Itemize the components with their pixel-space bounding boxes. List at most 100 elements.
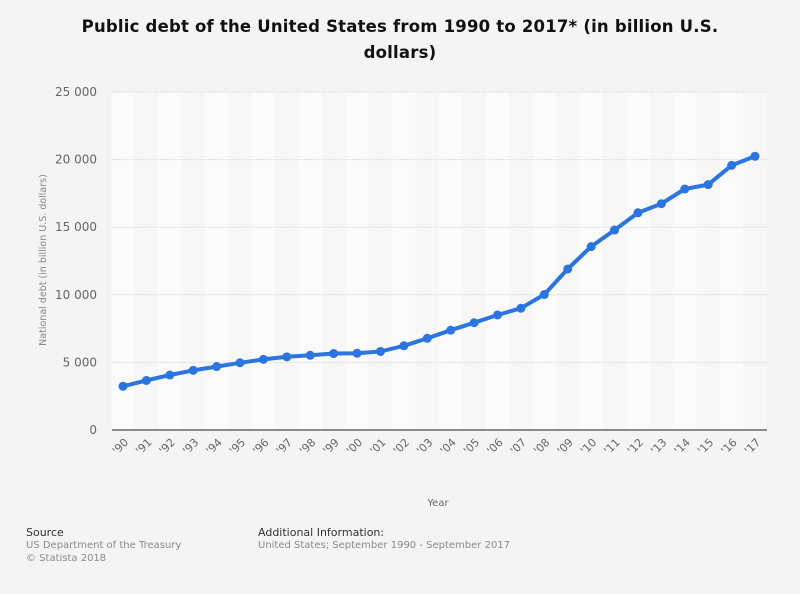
x-axis-title: Year [426, 498, 449, 509]
column-band [485, 92, 510, 430]
x-tick-label: '16 [719, 436, 740, 457]
column-band [134, 92, 159, 430]
x-tick-label: '03 [414, 436, 435, 457]
column-band [181, 92, 205, 430]
x-tick-label: '98 [297, 436, 318, 457]
x-tick-label: '90 [110, 436, 131, 457]
column-band [673, 92, 697, 430]
column-band [111, 92, 135, 430]
y-axis-title: National debt (in billion U.S. dollars) [38, 174, 49, 346]
data-point[interactable] [305, 350, 315, 360]
y-tick-label: 20 000 [55, 153, 97, 167]
column-band [228, 92, 252, 430]
data-point[interactable] [633, 208, 643, 218]
data-point[interactable] [212, 362, 222, 372]
source-text[interactable]: US Department of the Treasury [26, 540, 182, 551]
source-label: Source [26, 526, 64, 539]
data-point[interactable] [516, 303, 526, 313]
data-point[interactable] [282, 352, 292, 362]
column-band [626, 92, 650, 430]
data-point[interactable] [586, 242, 596, 252]
chart-title: Public debt of the United States from 19… [40, 14, 760, 66]
data-point[interactable] [539, 289, 549, 299]
column-band [696, 92, 720, 430]
x-tick-label: '14 [672, 436, 693, 457]
data-point[interactable] [563, 264, 573, 274]
column-band [392, 92, 416, 430]
column-band [719, 92, 744, 430]
title-line-2: dollars) [363, 43, 437, 62]
x-tick-label: '09 [555, 436, 576, 457]
data-point[interactable] [329, 349, 339, 359]
data-point[interactable] [703, 180, 713, 190]
x-tick-label: '93 [180, 436, 201, 457]
column-band [556, 92, 580, 430]
data-point[interactable] [399, 341, 409, 351]
x-tick-label: '97 [274, 436, 295, 457]
x-tick-label: '92 [157, 436, 178, 457]
x-tick-label: '96 [250, 436, 271, 457]
column-band [275, 92, 299, 430]
x-tick-label: '11 [601, 436, 622, 457]
data-point[interactable] [727, 160, 737, 170]
y-tick-label: 15 000 [55, 220, 97, 234]
column-band [439, 92, 463, 430]
x-tick-label: '07 [508, 436, 529, 457]
data-point[interactable] [258, 354, 268, 364]
column-band [509, 92, 533, 430]
column-band [415, 92, 439, 430]
data-point[interactable] [165, 370, 175, 380]
y-tick-label: 5 000 [63, 355, 97, 369]
copyright-text: © Statista 2018 [26, 553, 107, 564]
data-point[interactable] [656, 199, 666, 209]
x-tick-label: '08 [531, 436, 552, 457]
column-band [204, 92, 229, 430]
y-tick-label: 10 000 [55, 288, 97, 302]
column-band [345, 92, 369, 430]
data-point[interactable] [680, 184, 690, 194]
column-band [579, 92, 603, 430]
data-point[interactable] [188, 365, 198, 375]
column-band [368, 92, 393, 430]
x-tick-label: '95 [227, 436, 248, 457]
data-point[interactable] [422, 333, 432, 343]
additional-info-label: Additional Information: [258, 526, 385, 539]
data-point[interactable] [610, 225, 620, 235]
x-tick-label: '13 [648, 436, 669, 457]
data-point[interactable] [493, 310, 503, 320]
column-band [158, 92, 182, 430]
column-band [649, 92, 674, 430]
y-tick-label: 25 000 [55, 85, 97, 99]
data-point[interactable] [446, 325, 456, 335]
data-point[interactable] [375, 346, 385, 356]
data-point[interactable] [235, 358, 245, 368]
data-point[interactable] [469, 318, 479, 328]
additional-info-block: Additional Information: United States; S… [258, 526, 510, 552]
x-tick-label: '12 [625, 436, 646, 457]
column-band [743, 92, 767, 430]
column-band [462, 92, 486, 430]
title-line-1: Public debt of the United States from 19… [81, 17, 719, 36]
data-point[interactable] [750, 151, 760, 161]
x-tick-label: '04 [438, 436, 459, 457]
x-tick-label: '05 [461, 436, 482, 457]
data-point[interactable] [141, 375, 151, 385]
x-tick-label: '06 [484, 436, 505, 457]
column-band [251, 92, 276, 430]
x-tick-label: '94 [204, 436, 225, 457]
additional-info-text: United States; September 1990 - Septembe… [258, 540, 511, 551]
data-point[interactable] [118, 381, 128, 391]
column-band [532, 92, 557, 430]
x-tick-label: '15 [695, 436, 716, 457]
x-tick-label: '91 [133, 436, 154, 457]
x-tick-label: '17 [742, 436, 763, 457]
debt-line [121, 154, 757, 389]
column-band [602, 92, 627, 430]
y-tick-label: 0 [89, 423, 97, 437]
column-band [298, 92, 322, 430]
data-point[interactable] [352, 348, 362, 358]
x-tick-label: '99 [321, 436, 342, 457]
x-tick-label: '10 [578, 436, 599, 457]
column-band [321, 92, 346, 430]
